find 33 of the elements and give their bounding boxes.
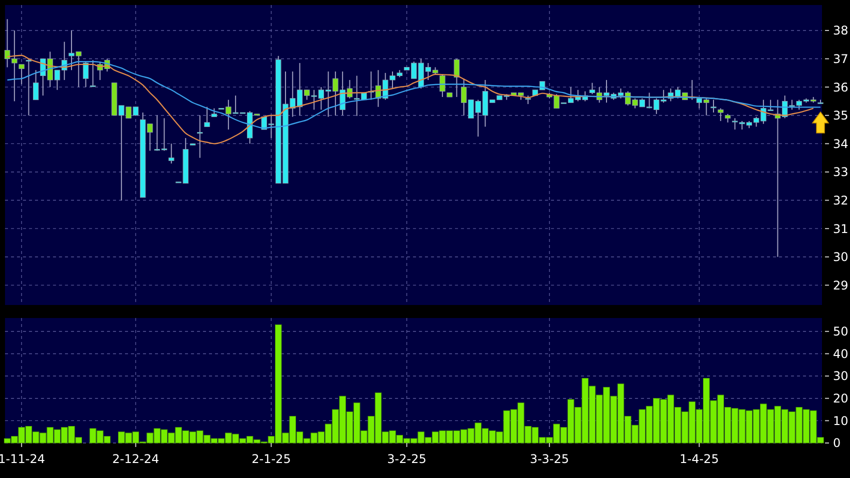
candlestick (18, 64, 24, 85)
candlestick (32, 70, 39, 100)
y-tick-label: 34 (833, 136, 848, 151)
y-tick-label: 30 (833, 250, 848, 264)
candlestick (454, 58, 460, 98)
y-tick-label: 31 (833, 222, 848, 236)
x-tick-label: 2-12-24 (112, 452, 160, 466)
y-tick-label: 50 (833, 324, 848, 339)
y-tick-label: 32 (833, 193, 848, 208)
x-tick-label: 3-3-25 (530, 452, 570, 466)
y-tick-label: 20 (833, 392, 848, 406)
x-tick-label: 3-2-25 (387, 452, 426, 466)
candlestick (718, 108, 724, 122)
x-tick-label: 2-1-25 (252, 452, 291, 466)
candlestick (197, 114, 203, 158)
y-tick-label: 37 (833, 52, 848, 66)
y-tick-label: 35 (833, 108, 848, 123)
y-tick-label: 29 (833, 278, 848, 292)
y-tick-label: 33 (833, 165, 848, 180)
y-tick-label: 38 (833, 24, 848, 38)
y-tick-label: 0 (833, 436, 841, 450)
candlestick (168, 143, 174, 164)
candlestick (26, 58, 32, 116)
y-tick-label: 30 (833, 369, 848, 384)
candlestick (710, 99, 716, 114)
candlestick (82, 61, 89, 88)
candlestick (440, 74, 446, 98)
y-tick-label: 40 (833, 346, 848, 361)
y-tick-label: 10 (833, 414, 848, 428)
y-tick-label: 36 (833, 80, 848, 94)
x-tick-label: 1-4-25 (680, 452, 719, 466)
candlestick (204, 106, 210, 128)
candlestick (90, 60, 96, 88)
